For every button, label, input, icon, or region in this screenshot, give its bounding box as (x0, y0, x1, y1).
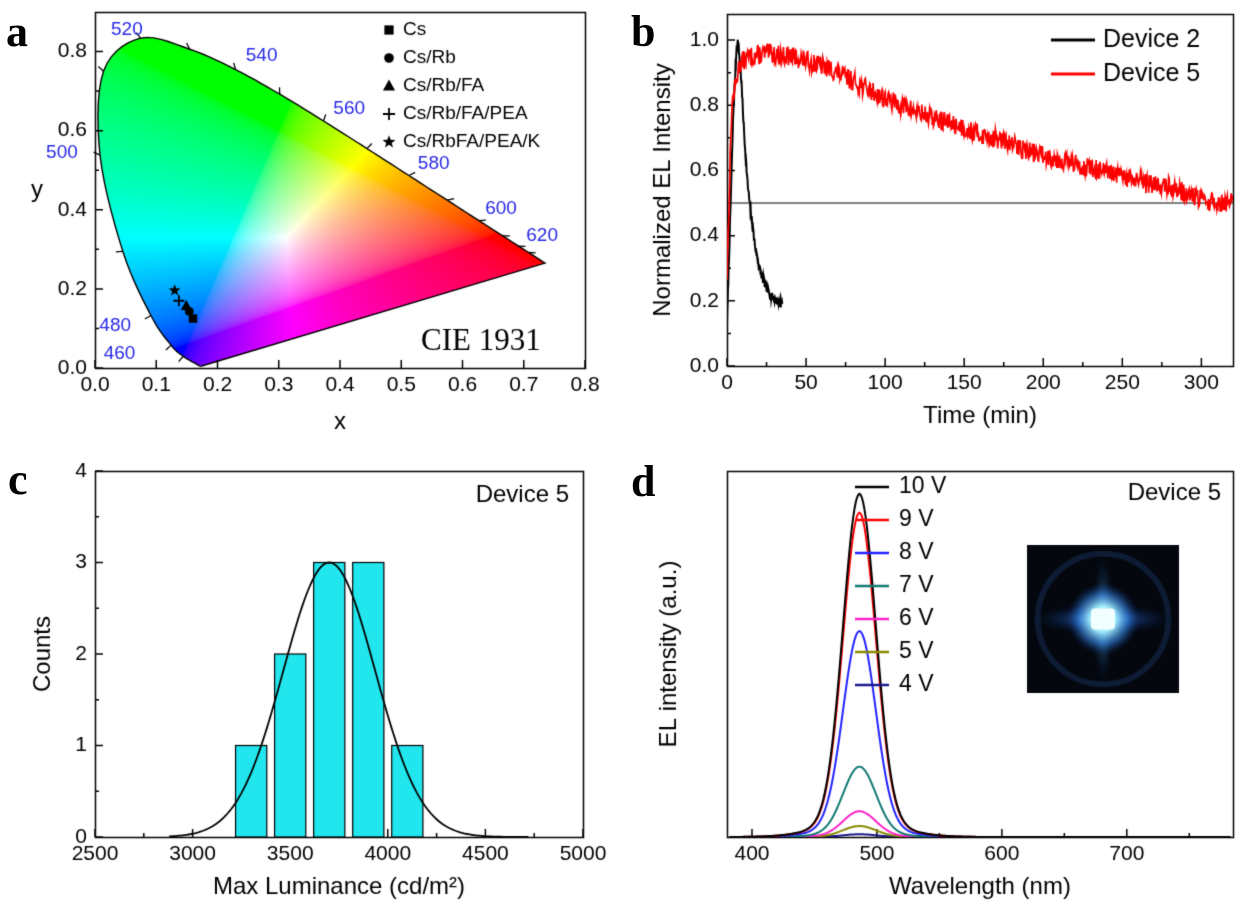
panel-label-b: b (631, 7, 656, 56)
panel-c-luminance-histogram (0, 455, 615, 912)
panel-d-el-spectra-chart (615, 455, 1247, 912)
panel-label-a: a (6, 7, 28, 56)
panel-a-cie-chart (0, 0, 615, 455)
panel-label-c: c (8, 455, 28, 504)
panel-b-stability-chart (615, 0, 1247, 455)
panel-label-d: d (631, 457, 656, 506)
